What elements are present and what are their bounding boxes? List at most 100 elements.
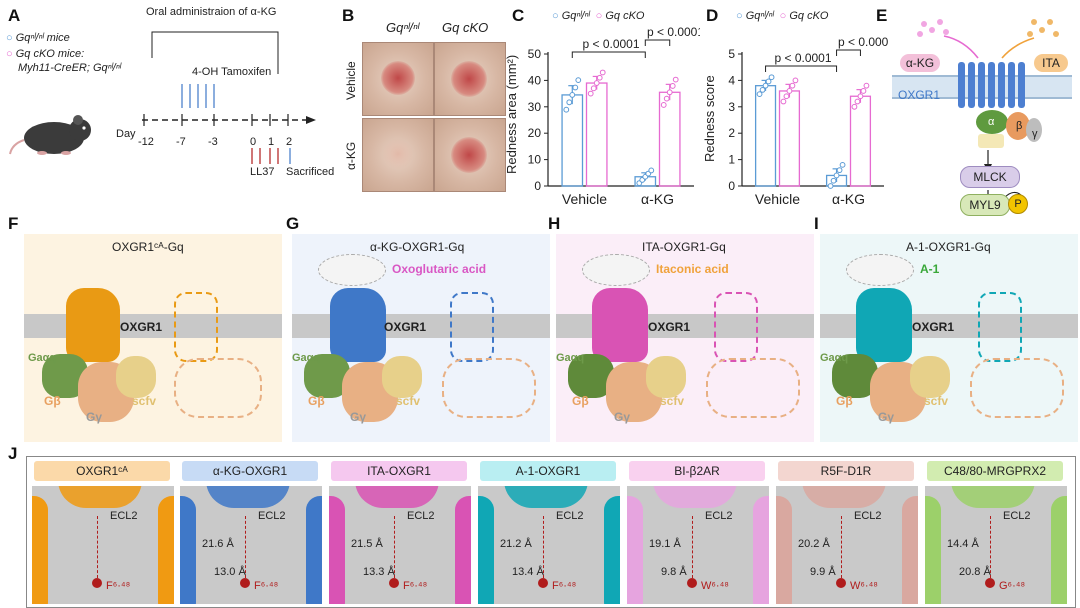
y-tick-label: 50: [528, 47, 542, 61]
data-point: [599, 69, 606, 76]
bar-1-1: [849, 95, 872, 187]
data-point: [590, 85, 597, 92]
pocket-slice-5: [776, 486, 918, 604]
data-point: [830, 177, 837, 184]
timeline-diagram: [142, 31, 316, 164]
day-tick--3: -3: [208, 136, 218, 148]
data-point: [596, 74, 603, 81]
photo-row-vehicle: Vehicle: [344, 61, 358, 100]
data-point: [839, 161, 846, 168]
data-point: [836, 167, 843, 174]
gbeta-label-h: Gβ: [572, 394, 589, 408]
chart-c-legend: ○ Gqⁿˡ/ⁿˡ ○ Gq cKO: [552, 10, 645, 22]
gbeta-label-f: Gβ: [44, 394, 61, 408]
pocket-ecl2-2: ECL2: [407, 510, 435, 522]
pocket-title-2: ITA-OXGR1: [331, 461, 467, 481]
pocket-residue-5: W⁶·⁴⁸: [850, 580, 878, 592]
sig-label-2: p < 0.0001: [647, 26, 700, 39]
y-tick-label: 40: [528, 73, 542, 87]
pocket-distance-res-1: 13.0 Å: [214, 566, 246, 578]
pocket-residue-2: F⁶·⁴⁸: [403, 580, 428, 592]
pocket-title-3: A-1-OXGR1: [480, 461, 616, 481]
oxgr1-density-i: [856, 288, 912, 362]
pocket-title-5: R5F-D1R: [778, 461, 914, 481]
pocket-ecl2-1: ECL2: [258, 510, 286, 522]
pocket-residue-4: W⁶·⁴⁸: [701, 580, 729, 592]
ligand-bubble-g: [318, 254, 386, 286]
data-point: [593, 80, 600, 86]
photo-cko-vehicle: [434, 42, 506, 116]
photo-col-cko: Gq cKO: [442, 20, 489, 35]
chart-c: 0 10 20 30 40 50 Vehicle α-KG p < 0.0001 p < 0.00…: [528, 26, 700, 207]
pocket-slice-4: [627, 486, 769, 604]
pocket-distance-ecl-4: 19.1 Å: [649, 538, 681, 550]
bar-0-1: [778, 90, 801, 187]
data-point: [765, 78, 772, 85]
day-tick-2: 2: [286, 136, 293, 148]
pocket-distance-res-5: 9.9 Å: [810, 566, 836, 578]
ggamma-label-f: Gγ: [86, 410, 103, 424]
gbeta-label-g: Gβ: [308, 394, 325, 408]
chart-d-legend: ○ Gqⁿˡ/ⁿˡ ○ Gq cKO: [736, 10, 829, 22]
data-point: [792, 77, 799, 84]
pocket-distance-ecl-6: 14.4 Å: [947, 538, 979, 550]
tamoxifen-arrows: [181, 84, 215, 108]
pocket-slice-0: [32, 486, 174, 604]
data-point: [863, 82, 870, 89]
ligand-label-i: A-1: [920, 262, 940, 276]
data-point: [572, 84, 579, 91]
galpha-label-i: Gaαq: [820, 352, 849, 364]
data-point: [587, 90, 594, 97]
ggamma-label-g: Gγ: [350, 410, 367, 424]
alpha-label: α: [988, 116, 995, 128]
y-tick-label: 10: [528, 153, 542, 167]
data-point: [666, 89, 673, 96]
day-tick-0: 0: [250, 136, 257, 148]
data-point: [648, 167, 655, 174]
g-alpha-icon: [976, 110, 1008, 134]
data-point: [663, 95, 670, 102]
data-point: [762, 82, 769, 89]
pocket-title-1: α-KG-OXGR1: [182, 461, 318, 481]
pocket-distance-res-6: 20.8 Å: [959, 566, 991, 578]
panel-d-label: D: [706, 6, 719, 25]
data-point: [566, 99, 573, 106]
scfv-label-h: scfv: [660, 394, 685, 408]
category-label: Vehicle: [562, 191, 607, 207]
legend-gq-cko: ○ Gq cKO mice:: [6, 48, 85, 60]
akg-pill: α-KG: [900, 54, 940, 72]
data-point: [783, 93, 790, 100]
data-point: [756, 91, 763, 98]
panel-g-title: α-KG-OXGR1-Gq: [370, 240, 465, 254]
data-point: [860, 88, 867, 94]
ggamma-label-i: Gγ: [878, 410, 895, 424]
data-point: [759, 87, 766, 93]
pocket-residue-0: F⁶·⁴⁸: [106, 580, 131, 592]
pocket-ecl2-4: ECL2: [705, 510, 733, 522]
ligand-bubble-h: [582, 254, 650, 286]
beta-label: β: [1016, 120, 1023, 132]
y-tick-label: 4: [728, 73, 735, 87]
g-beta-icon: [1006, 112, 1030, 140]
sig-label-1: p < 0.0001: [774, 51, 831, 65]
panel-j-label: J: [8, 444, 18, 463]
chart-c-ylabel: Redness area (mm²): [504, 54, 519, 174]
data-point: [789, 82, 796, 89]
sig-bracket-1: [765, 65, 838, 72]
mlck-node: MLCK: [960, 166, 1020, 188]
panel-b-label: B: [342, 6, 355, 25]
data-point: [786, 88, 793, 94]
pocket-distance-res-3: 13.4 Å: [512, 566, 544, 578]
data-point: [660, 102, 667, 108]
sig-label-1: p < 0.0001: [582, 37, 639, 51]
phospho-badge: P: [1008, 194, 1028, 214]
pocket-distance-ecl-5: 20.2 Å: [798, 538, 830, 550]
ggamma-label-h: Gγ: [614, 410, 631, 424]
pocket-distance-ecl-2: 21.5 Å: [351, 538, 383, 550]
data-point: [569, 92, 576, 98]
ita-molecules-icon: [1027, 19, 1059, 37]
data-point: [857, 93, 864, 100]
panel-f-structure: OXGR1ᶜᴬ-Gq OXGR1 Gaαq Gβ Gγ scfv: [24, 234, 282, 442]
akg-molecules-icon: [917, 19, 949, 37]
data-point: [827, 183, 834, 189]
